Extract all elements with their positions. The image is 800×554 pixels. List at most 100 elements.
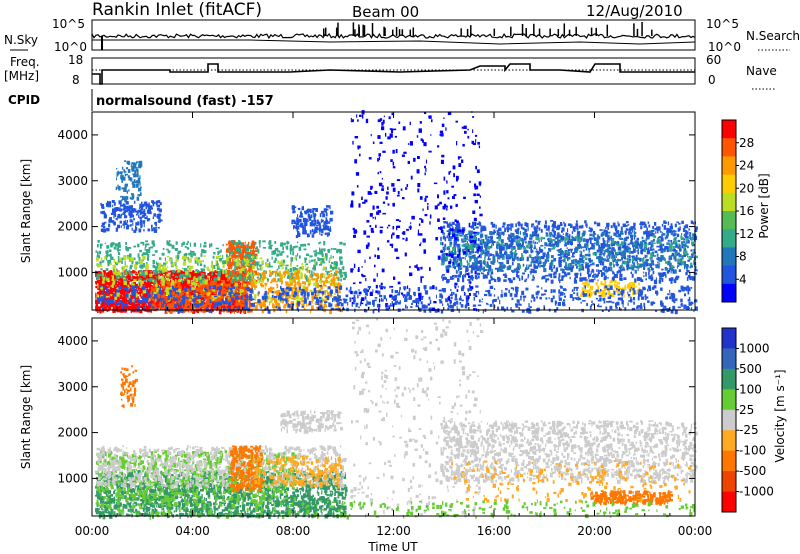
power-cell xyxy=(256,276,260,279)
power-cell xyxy=(261,272,265,276)
power-cell xyxy=(170,261,173,264)
power-cell xyxy=(313,282,317,286)
power-cell xyxy=(320,234,323,236)
power-cell xyxy=(340,309,344,313)
power-cell xyxy=(106,282,110,285)
power-cell xyxy=(647,221,650,224)
power-cell xyxy=(105,306,108,309)
power-cell xyxy=(139,264,144,267)
power-cell xyxy=(296,270,300,274)
power-cell xyxy=(158,218,161,223)
power-cell xyxy=(248,258,252,263)
power-cell xyxy=(322,213,325,218)
power-cell xyxy=(332,280,335,284)
power-cell xyxy=(315,230,318,233)
power-cell xyxy=(299,255,301,259)
power-cell xyxy=(135,222,138,226)
power-cell xyxy=(280,259,283,264)
power-cell xyxy=(203,250,207,254)
power-cell xyxy=(231,281,235,285)
power-cell xyxy=(313,213,316,218)
power-cell xyxy=(113,246,117,250)
power-cell xyxy=(186,277,188,282)
power-cell xyxy=(128,189,130,192)
power-cell xyxy=(188,268,192,272)
power-cell xyxy=(267,278,270,281)
power-cell xyxy=(336,249,339,254)
power-cell xyxy=(162,264,166,268)
power-cell xyxy=(213,252,216,255)
power-cell xyxy=(214,290,217,295)
power-cell xyxy=(146,249,149,253)
power-cell xyxy=(183,278,186,281)
power-cell xyxy=(239,241,242,246)
power-cell xyxy=(309,269,311,274)
power-cell xyxy=(152,259,155,265)
power-cell xyxy=(116,292,120,297)
power-cell xyxy=(246,252,248,257)
power-cell xyxy=(325,277,328,281)
power-cell xyxy=(292,251,295,256)
power-cell xyxy=(271,256,273,260)
power-cell xyxy=(322,284,325,287)
power-cell xyxy=(108,303,111,308)
power-cell xyxy=(313,229,316,232)
power-cell xyxy=(151,224,153,229)
power-cell xyxy=(147,279,151,282)
power-cell xyxy=(113,271,116,275)
power-cell xyxy=(109,276,111,281)
nsearch-line xyxy=(92,39,696,45)
power-cell xyxy=(242,296,245,299)
power-cell xyxy=(132,304,135,309)
power-cell xyxy=(252,266,255,269)
power-cell xyxy=(276,284,279,289)
power-cell xyxy=(595,264,600,267)
power-cell xyxy=(229,251,232,255)
freq-tick-top: 18 xyxy=(68,53,83,67)
power-cell xyxy=(153,229,158,233)
power-cell xyxy=(281,280,283,284)
power-cell xyxy=(120,301,123,304)
power-cell xyxy=(323,240,326,246)
power-cell xyxy=(219,268,222,272)
power-cell xyxy=(162,291,164,294)
power-cell xyxy=(153,279,157,283)
power-cell xyxy=(299,290,302,293)
power-cell xyxy=(166,291,170,296)
power-cell xyxy=(314,253,317,257)
power-cell xyxy=(244,281,248,285)
nave-tick-top: 60 xyxy=(706,53,721,67)
power-cell xyxy=(264,276,268,279)
power-cell xyxy=(236,283,238,287)
power-cell xyxy=(152,202,155,207)
power-cell xyxy=(338,283,342,287)
power-cell xyxy=(610,225,613,229)
power-cell xyxy=(192,281,196,286)
power-cell xyxy=(147,253,150,258)
power-cell xyxy=(160,294,165,298)
power-cell xyxy=(285,309,288,314)
power-cell xyxy=(239,249,242,254)
power-cell xyxy=(233,273,236,276)
power-cell xyxy=(543,224,548,229)
power-cell xyxy=(168,270,170,273)
power-cell xyxy=(195,293,198,297)
power-cell xyxy=(250,271,252,276)
power-cell xyxy=(330,270,333,272)
power-cell xyxy=(238,286,241,291)
power-cell xyxy=(220,291,224,295)
power-cell xyxy=(243,269,247,273)
power-cell xyxy=(126,272,128,276)
power-cell xyxy=(124,215,128,219)
power-cell xyxy=(95,274,97,278)
power-cell xyxy=(139,265,142,268)
power-cell xyxy=(618,241,620,245)
power-cell xyxy=(199,276,202,280)
power-cell xyxy=(121,260,123,264)
power-cell xyxy=(289,244,292,249)
power-cell xyxy=(140,209,142,213)
power-cell xyxy=(645,278,647,281)
power-cell xyxy=(152,301,156,307)
power-cell xyxy=(114,264,116,269)
power-cell xyxy=(97,283,99,285)
